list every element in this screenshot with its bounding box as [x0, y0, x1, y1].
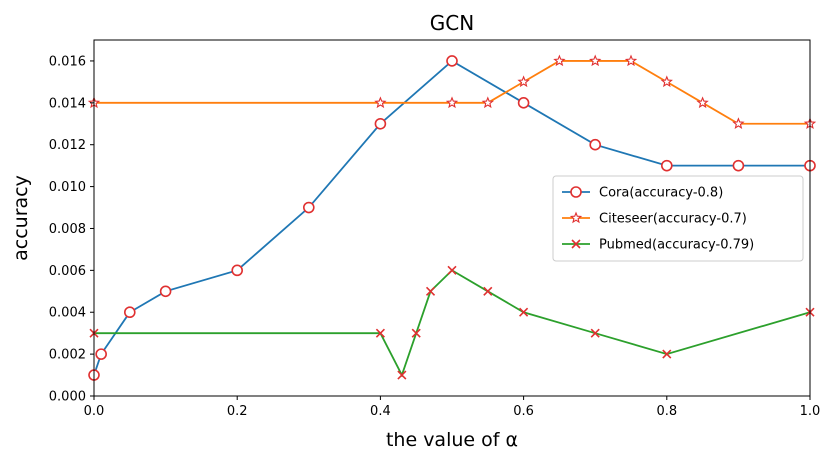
- data-point: [374, 117, 387, 130]
- y-tick-label: 0.012: [49, 138, 86, 153]
- data-point: [519, 307, 529, 317]
- x-axis-label: the value of α: [386, 429, 518, 449]
- chart-title: GCN: [430, 11, 474, 35]
- data-point: [660, 75, 673, 88]
- y-axis-label: accuracy: [10, 175, 32, 261]
- x-axis: 0.0 0.2 0.4 0.6 0.8 1.0: [84, 396, 821, 419]
- series-2: [89, 265, 815, 380]
- data-point: [517, 97, 530, 109]
- series-0: [88, 55, 816, 381]
- data-point: [590, 328, 600, 338]
- y-tick-label: 0.010: [49, 180, 86, 195]
- plot-frame: [93, 39, 811, 397]
- data-point: [425, 286, 436, 296]
- x-tick-label: 0.0: [84, 404, 105, 419]
- y-tick-label: 0.016: [49, 54, 86, 69]
- x-tick-label: 0.8: [656, 404, 677, 419]
- data-point: [447, 265, 457, 275]
- data-point: [696, 96, 709, 109]
- data-point: [374, 96, 387, 109]
- data-point: [589, 138, 602, 151]
- legend-label: Pubmed(accuracy-0.79): [599, 238, 754, 253]
- data-point: [732, 159, 745, 172]
- y-tick-label: 0.006: [49, 264, 86, 279]
- y-axis: 0.000 0.002 0.004 0.006 0.008 0.010 0.012 0.014…: [49, 54, 94, 405]
- legend-label: Citeseer(accuracy-0.7): [599, 212, 747, 227]
- data-point: [662, 349, 672, 359]
- data-point: [446, 55, 458, 67]
- legend-marker: [571, 239, 581, 249]
- y-tick-label: 0.000: [49, 390, 86, 405]
- data-point: [624, 54, 638, 67]
- data-point: [732, 117, 745, 130]
- legend-item: Cora(accuracy-0.8): [562, 186, 723, 201]
- data-point: [397, 370, 407, 380]
- data-point: [95, 348, 107, 360]
- legend-item: Citeseer(accuracy-0.7): [562, 212, 747, 227]
- data-point: [553, 54, 566, 67]
- x-tick-label: 0.4: [370, 404, 391, 419]
- legend-item: Pubmed(accuracy-0.79): [562, 238, 754, 253]
- y-tick-label: 0.014: [49, 96, 86, 111]
- data-point: [589, 54, 602, 67]
- legend: Cora(accuracy-0.8) Citeseer(accuracy-0.7)…: [552, 175, 804, 262]
- data-point: [124, 306, 136, 319]
- legend-marker: [570, 186, 582, 198]
- legend-marker: [569, 211, 583, 224]
- data-point: [660, 159, 673, 172]
- data-point: [375, 328, 385, 338]
- legend-label: Cora(accuracy-0.8): [599, 186, 723, 201]
- data-point: [411, 328, 421, 338]
- data-point: [159, 285, 172, 298]
- legend-box: [552, 175, 804, 262]
- series-line: [94, 60, 810, 125]
- y-tick-label: 0.008: [49, 222, 86, 237]
- data-point: [517, 75, 530, 88]
- data-point: [302, 201, 315, 214]
- data-point: [481, 96, 494, 109]
- data-point: [231, 264, 243, 277]
- x-tick-label: 0.2: [227, 404, 248, 419]
- y-tick-label: 0.004: [49, 306, 86, 321]
- x-tick-label: 0.6: [513, 404, 534, 419]
- data-point: [445, 96, 459, 109]
- y-tick-label: 0.002: [49, 348, 86, 363]
- data-point: [483, 286, 493, 296]
- x-tick-label: 1.0: [800, 404, 821, 419]
- series-line: [94, 269, 811, 378]
- plot-area: [87, 54, 817, 381]
